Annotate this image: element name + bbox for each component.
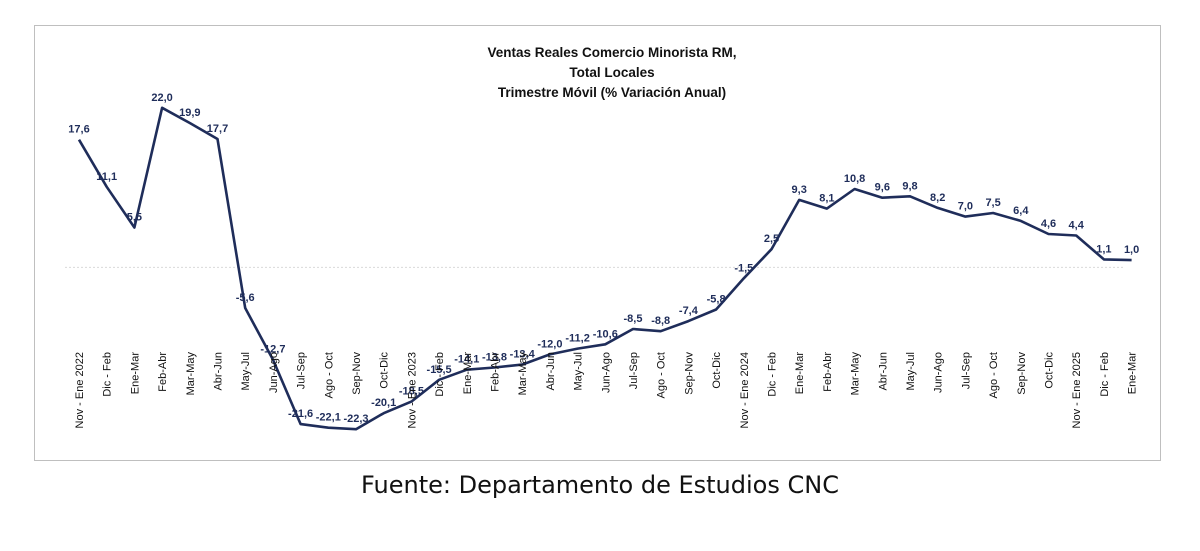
x-axis-tick-labels: Nov - Ene 2022 Dic - Feb Ene-Mar Feb-Abr Mar…: [74, 352, 1139, 429]
x-tick-label: Feb-Abr: [157, 352, 169, 392]
x-tick-label: Dic - Feb: [434, 352, 446, 397]
data-label: 9,6: [875, 182, 890, 194]
data-label: 6,4: [1013, 205, 1029, 217]
data-label: -1,5: [734, 262, 753, 274]
x-tick-label: Nov - Ene 2022: [74, 352, 86, 428]
x-tick-label: Abr-Jun: [545, 352, 557, 391]
data-label: 8,1: [819, 193, 834, 205]
x-tick-label: Jun-Ago: [933, 352, 945, 393]
data-label: 1,1: [1096, 243, 1111, 255]
x-tick-label: Abr-Jun: [877, 352, 889, 391]
line-chart: Ventas Reales Comercio Minorista RM, Tot…: [65, 45, 1139, 431]
x-tick-label: Sep-Nov: [1016, 352, 1028, 395]
x-tick-label: Dic - Feb: [767, 352, 779, 397]
data-label: -18,5: [399, 386, 424, 398]
data-label: 19,9: [179, 107, 200, 119]
data-label: 1,0: [1124, 244, 1139, 256]
data-label: -11,2: [565, 333, 589, 345]
x-tick-label: Mar-May: [850, 352, 862, 396]
x-tick-label: Nov - Ene 2025: [1071, 352, 1083, 428]
series-line: [77, 106, 1132, 431]
data-label: 7,0: [958, 201, 973, 213]
data-label: -13,4: [510, 349, 536, 361]
chart-subtitle-line-2: Trimestre Móvil (% Variación Anual): [498, 85, 726, 100]
x-tick-label: Jul-Sep: [296, 352, 308, 389]
x-tick-label: Ago - Oct: [988, 352, 1000, 398]
chart-frame: Ventas Reales Comercio Minorista RM, Tot…: [34, 25, 1161, 461]
data-label: -10,6: [593, 328, 618, 340]
data-label: 17,6: [68, 124, 89, 136]
data-label: -15,5: [427, 364, 452, 376]
data-label: 11,1: [96, 171, 117, 183]
chart-title: Ventas Reales Comercio Minorista RM,: [487, 45, 736, 60]
chart-subtitle-line-1: Total Locales: [569, 65, 654, 80]
x-tick-label: Jun-Ago: [268, 352, 280, 393]
data-label: 17,7: [207, 123, 228, 135]
x-tick-label: Oct-Dic: [1044, 352, 1056, 389]
data-label: 4,4: [1069, 220, 1085, 232]
data-label: 7,5: [985, 197, 1000, 209]
x-tick-label: Feb-Abr: [822, 352, 834, 392]
x-tick-label: Ene-Mar: [462, 352, 474, 395]
x-tick-label: Mar-May: [517, 352, 529, 396]
x-tick-label: Jul-Sep: [960, 352, 972, 389]
x-tick-label: Ago - Oct: [656, 352, 668, 398]
data-label: -5,8: [707, 294, 726, 306]
x-tick-label: Sep-Nov: [351, 352, 363, 395]
x-tick-label: Sep-Nov: [683, 352, 695, 395]
x-tick-label: Ene-Mar: [129, 352, 141, 395]
x-tick-label: Oct-Dic: [711, 352, 723, 389]
x-tick-label: May-Jul: [573, 352, 585, 391]
x-tick-label: Jun-Ago: [600, 352, 612, 393]
data-label: -14,1: [454, 354, 479, 366]
x-tick-label: May-Jul: [905, 352, 917, 391]
data-label: 10,8: [844, 173, 865, 185]
x-tick-label: Nov - Ene 2023: [406, 352, 418, 428]
x-tick-label: Dic - Feb: [1099, 352, 1111, 397]
x-tick-label: Mar-May: [185, 352, 197, 396]
data-label: -8,8: [651, 315, 670, 327]
data-label: -22,3: [343, 413, 368, 425]
data-label: -5,6: [236, 292, 255, 304]
data-label: -12,0: [537, 338, 562, 350]
data-label: 22,0: [151, 92, 172, 104]
data-label: -7,4: [679, 305, 699, 317]
x-tick-label: Feb-Abr: [490, 352, 502, 392]
x-tick-label: Dic - Feb: [102, 352, 114, 397]
source-note: Fuente: Departamento de Estudios CNC: [361, 471, 839, 499]
data-labels: 17,611,15,522,019,917,7-5,6-12,7-21,6 -22…: [68, 92, 1139, 425]
data-label: -8,5: [624, 313, 643, 325]
data-label: 9,3: [792, 184, 807, 196]
x-tick-label: Nov - Ene 2024: [739, 352, 751, 428]
data-label: -12,7: [260, 344, 285, 356]
x-tick-label: Ago - Oct: [323, 352, 335, 398]
chart-title-block: Ventas Reales Comercio Minorista RM, Tot…: [487, 45, 736, 100]
data-label: -22,1: [316, 412, 341, 424]
data-label: 5,5: [127, 212, 142, 224]
data-label: -13,8: [482, 352, 507, 364]
x-tick-label: Abr-Jun: [213, 352, 225, 391]
x-tick-label: Jul-Sep: [628, 352, 640, 389]
x-tick-label: Ene-Mar: [794, 352, 806, 395]
x-tick-label: Ene-Mar: [1127, 352, 1139, 395]
data-label: 9,8: [902, 180, 917, 192]
data-label: -21,6: [288, 408, 313, 420]
x-tick-label: May-Jul: [240, 352, 252, 391]
x-tick-label: Oct-Dic: [379, 352, 391, 389]
data-label: -20,1: [371, 397, 396, 409]
data-label: 8,2: [930, 192, 945, 204]
data-label: 2,5: [764, 233, 779, 245]
data-label: 4,6: [1041, 218, 1056, 230]
